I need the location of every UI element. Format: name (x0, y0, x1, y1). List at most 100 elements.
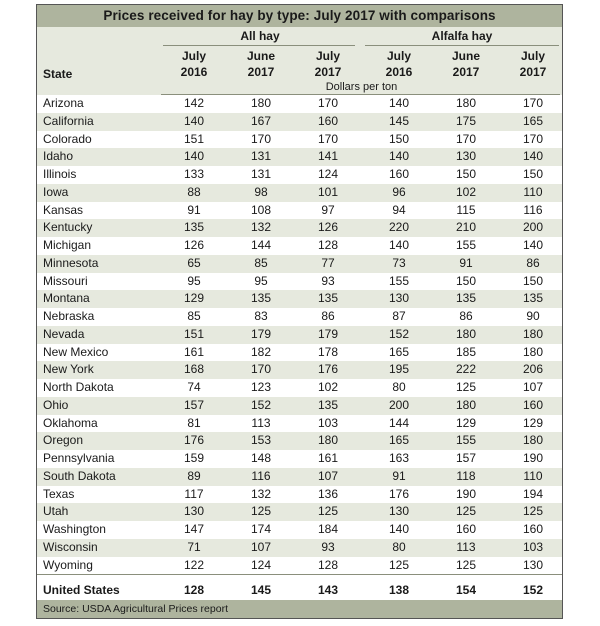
price-cell: 135 (455, 291, 477, 306)
price-cell: 163 (388, 451, 410, 465)
price-cell: 85 (254, 255, 268, 270)
table-row: California 140 167 160 145 175 165 (37, 112, 562, 131)
units-rule (161, 94, 560, 95)
price-cell: 150 (388, 131, 410, 146)
table-row: Washington 147 174 184 140 160 160 (37, 521, 562, 539)
price-cell: 130 (388, 291, 410, 306)
price-cell: 130 (388, 504, 410, 519)
table-row: Missouri 95 95 93 155 150 150 (37, 273, 562, 291)
price-cell: 91 (392, 468, 406, 483)
price-cell: 179 (250, 326, 272, 341)
state-name: Oregon (43, 433, 84, 448)
price-cell: 133 (183, 167, 205, 181)
price-cell: 98 (254, 184, 268, 199)
price-cell: 175 (455, 113, 477, 128)
state-name: Montana (43, 291, 90, 306)
table-row: Wyoming 122 124 128 125 125 130 (37, 557, 562, 575)
table-row: Montana 129 135 135 130 135 135 (37, 290, 562, 308)
price-cell: 125 (455, 557, 477, 572)
price-cell: 161 (317, 451, 339, 465)
price-cell: 152 (388, 326, 410, 341)
price-cell: 180 (522, 326, 544, 341)
column-header: June 2017 (228, 48, 294, 80)
price-cell: 155 (455, 433, 477, 448)
price-cell: 88 (187, 184, 201, 199)
price-cell: 200 (522, 220, 544, 235)
table-row: Minnesota 65 85 77 73 91 86 (37, 254, 562, 273)
price-cell: 182 (250, 344, 272, 359)
price-cell: 89 (187, 468, 201, 483)
price-cell: 110 (523, 184, 543, 199)
price-cell: 135 (250, 291, 272, 306)
column-month: July (181, 49, 206, 63)
price-cell: 130 (183, 504, 205, 519)
price-cell: 140 (388, 149, 410, 164)
price-cell: 140 (388, 522, 410, 536)
price-cell: 170 (250, 362, 272, 377)
column-header: June 2017 (433, 48, 499, 80)
price-cell: 107 (317, 468, 339, 483)
column-month: June (451, 49, 480, 63)
price-cell: 116 (523, 202, 543, 217)
price-cell: 160 (317, 113, 339, 128)
column-year: 2016 (180, 65, 208, 79)
price-cell: 140 (183, 113, 205, 128)
price-cell: 185 (455, 344, 477, 359)
price-cell: 125 (388, 557, 410, 572)
column-month: July (386, 49, 411, 63)
price-cell: 155 (388, 273, 410, 288)
total-row: United States 128 145 143 138 154 152 (37, 574, 562, 602)
price-cell: 95 (254, 273, 268, 288)
state-name: New York (43, 362, 94, 377)
price-cell: 85 (187, 309, 201, 323)
price-cell: 170 (522, 131, 544, 146)
table-row: New York 168 170 176 195 222 206 (37, 361, 562, 379)
state-name: Washington (43, 522, 106, 536)
price-cell: 165 (522, 113, 544, 128)
price-cell: 200 (388, 397, 410, 412)
price-cell: 170 (250, 131, 272, 146)
price-cell: 160 (388, 167, 410, 181)
price-cell: 122 (183, 557, 205, 572)
total-cell: 154 (455, 583, 477, 598)
state-name: Missouri (43, 273, 88, 288)
table-row: Texas 117 132 136 176 190 194 (37, 486, 562, 504)
price-cell: 160 (522, 397, 544, 412)
price-cell: 125 (250, 504, 272, 519)
state-name: Pennsylvania (43, 451, 115, 465)
price-cell: 206 (522, 362, 544, 377)
price-cell: 180 (455, 326, 477, 341)
price-cell: 195 (388, 362, 410, 377)
state-name: Ohio (43, 397, 69, 412)
price-cell: 113 (251, 415, 271, 430)
price-cell: 161 (183, 344, 205, 359)
state-name: Texas (43, 486, 75, 501)
hay-price-table: Prices received for hay by type: July 20… (36, 4, 563, 619)
price-cell: 91 (459, 255, 473, 270)
price-cell: 93 (321, 273, 335, 288)
price-cell: 124 (317, 167, 339, 181)
price-cell: 86 (526, 255, 540, 270)
table-header: All hay Alfalfa hay State July 2016 June… (37, 27, 562, 95)
price-cell: 128 (317, 557, 339, 572)
price-cell: 135 (317, 397, 339, 412)
state-name: Utah (43, 504, 69, 519)
price-cell: 174 (250, 522, 272, 536)
state-name: North Dakota (43, 380, 114, 394)
table-row: Illinois 133 131 124 160 150 150 (37, 166, 562, 184)
price-cell: 126 (317, 220, 339, 235)
price-cell: 140 (522, 238, 544, 252)
table-row: Colorado 151 170 170 150 170 170 (37, 131, 562, 149)
price-cell: 125 (455, 504, 477, 519)
price-cell: 125 (455, 380, 477, 394)
state-name: Oklahoma (43, 415, 98, 430)
price-cell: 170 (317, 96, 339, 110)
price-cell: 118 (456, 468, 476, 483)
price-cell: 151 (183, 131, 205, 146)
price-cell: 180 (317, 433, 339, 448)
price-cell: 159 (183, 451, 205, 465)
price-cell: 108 (250, 202, 272, 217)
price-cell: 141 (317, 149, 339, 164)
total-state: United States (43, 583, 120, 598)
table-row: Ohio 157 152 135 200 180 160 (37, 396, 562, 415)
